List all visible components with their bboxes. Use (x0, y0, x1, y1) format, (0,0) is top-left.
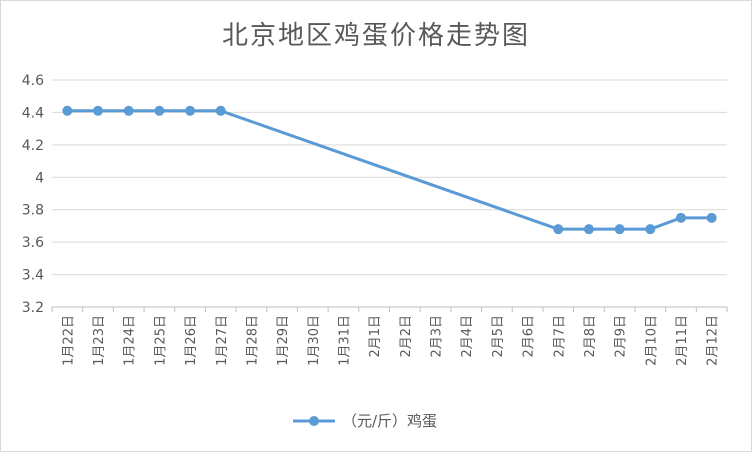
x-tick-label: 1月28日 (245, 315, 260, 366)
y-tick-label: 3.4 (22, 268, 44, 284)
data-point (645, 224, 656, 235)
x-tick-label: 1月22日 (61, 315, 76, 366)
legend-label: （元/斤）鸡蛋 (342, 412, 437, 430)
data-point (553, 224, 564, 235)
x-tick-label: 2月6日 (522, 315, 537, 358)
x-tick-label: 1月23日 (92, 315, 107, 366)
series-eggs (62, 105, 717, 235)
x-tick-label: 1月31日 (337, 315, 352, 366)
chart-title: 北京地区鸡蛋价格走势图 (221, 21, 530, 51)
y-tick-label: 4.2 (22, 138, 44, 154)
x-tick-label: 2月2日 (399, 315, 414, 358)
x-tick-label: 2月9日 (614, 315, 629, 358)
series-line-0 (67, 109, 712, 231)
x-tick-label: 1月26日 (184, 315, 199, 366)
data-point (706, 212, 717, 223)
x-tick-label: 1月30日 (307, 315, 322, 366)
x-tick-label: 1月24日 (123, 315, 138, 366)
data-point (123, 105, 134, 116)
x-tick-label: 2月3日 (430, 315, 445, 358)
x-tick-label: 2月10日 (644, 315, 659, 366)
data-point (185, 105, 196, 116)
x-tick-label: 1月25日 (153, 315, 168, 366)
legend-marker-dot (309, 416, 319, 426)
data-point (614, 224, 625, 235)
gridlines (52, 79, 727, 308)
y-tick-label: 4.6 (22, 73, 44, 89)
data-point (154, 105, 165, 116)
x-tick-label: 2月4日 (460, 315, 475, 358)
x-tick-label: 1月27日 (215, 315, 230, 366)
y-tick-label: 3.6 (22, 235, 44, 251)
x-tick-label: 2月8日 (583, 315, 598, 358)
y-axis: 3.2 3.4 3.6 3.8 4 4.2 4.4 4.6 (22, 73, 44, 316)
x-tick-label: 2月7日 (552, 315, 567, 358)
data-point (583, 224, 594, 235)
data-point (93, 105, 104, 116)
x-axis: 1月22日 1月23日 1月24日 1月25日 1月26日 1月27日 1月28日 1月29日… (51, 306, 728, 366)
y-tick-label: 3.8 (22, 203, 44, 219)
data-point (675, 212, 686, 223)
y-tick-label: 3.2 (22, 300, 44, 316)
legend: （元/斤）鸡蛋 (293, 412, 437, 430)
data-point (62, 105, 73, 116)
x-tick-label: 2月1日 (368, 315, 383, 358)
x-tick-label: 1月29日 (276, 315, 291, 366)
x-tick-label: 2月11日 (675, 315, 690, 366)
x-tick-label: 2月5日 (491, 315, 506, 358)
y-tick-label: 4.4 (22, 105, 44, 121)
x-tick-label: 2月12日 (706, 315, 721, 366)
y-tick-label: 4 (35, 170, 44, 186)
data-point (215, 105, 226, 116)
